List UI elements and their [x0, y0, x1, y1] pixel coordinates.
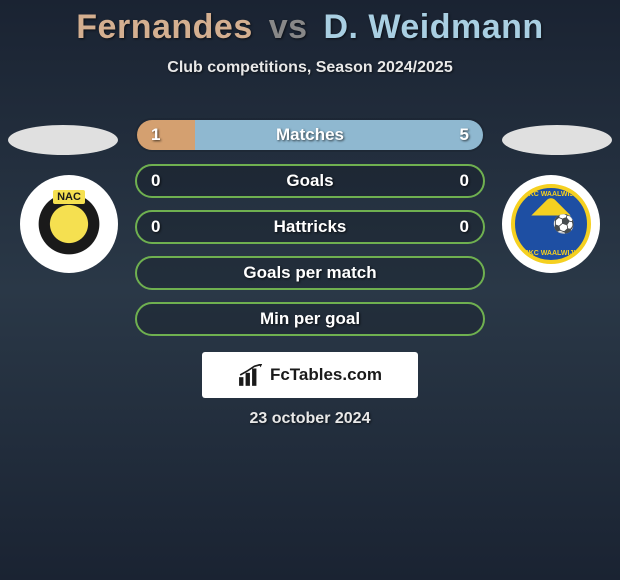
- stat-label: Matches: [276, 125, 344, 145]
- stat-row-goals: 0 Goals 0: [135, 164, 485, 198]
- player1-avatar: [8, 125, 118, 155]
- stats-container: 1 Matches 5 0 Goals 0 0 Hattricks 0 Goals per mat…: [135, 118, 485, 348]
- stat-label: Goals per match: [243, 263, 376, 283]
- rkc-text-bot: RKC WAALWIJK: [524, 250, 579, 257]
- rkc-logo: RKC WAALWIJK RKC WAALWIJK: [511, 184, 591, 264]
- player2-name: D. Weidmann: [323, 8, 543, 46]
- stat-row-min-per-goal: Min per goal: [135, 302, 485, 336]
- stat-row-matches: 1 Matches 5: [135, 118, 485, 152]
- stat-value-right: 5: [460, 125, 469, 145]
- player1-name: Fernandes: [76, 8, 252, 46]
- comparison-title: Fernandes vs D. Weidmann: [0, 0, 620, 47]
- stat-label: Min per goal: [260, 309, 360, 329]
- nac-logo: [31, 186, 107, 262]
- subtitle: Club competitions, Season 2024/2025: [0, 59, 620, 77]
- vs-label: vs: [269, 8, 308, 46]
- stat-value-right: 0: [460, 217, 469, 237]
- rkc-text-top: RKC WAALWIJK: [524, 191, 579, 198]
- stat-label: Goals: [286, 171, 333, 191]
- player2-avatar: [502, 125, 612, 155]
- chart-icon: [238, 364, 264, 386]
- stat-value-right: 0: [460, 171, 469, 191]
- stat-value-left: 0: [151, 217, 160, 237]
- player1-team-badge: [20, 175, 118, 273]
- stat-row-hattricks: 0 Hattricks 0: [135, 210, 485, 244]
- stat-label: Hattricks: [274, 217, 347, 237]
- fctables-watermark: FcTables.com: [202, 352, 418, 398]
- date-label: 23 october 2024: [0, 410, 620, 428]
- player2-team-badge: RKC WAALWIJK RKC WAALWIJK: [502, 175, 600, 273]
- fctables-label: FcTables.com: [270, 365, 382, 385]
- stat-fill-left: [137, 120, 195, 150]
- stat-value-left: 1: [151, 125, 160, 145]
- stat-row-goals-per-match: Goals per match: [135, 256, 485, 290]
- stat-value-left: 0: [151, 171, 160, 191]
